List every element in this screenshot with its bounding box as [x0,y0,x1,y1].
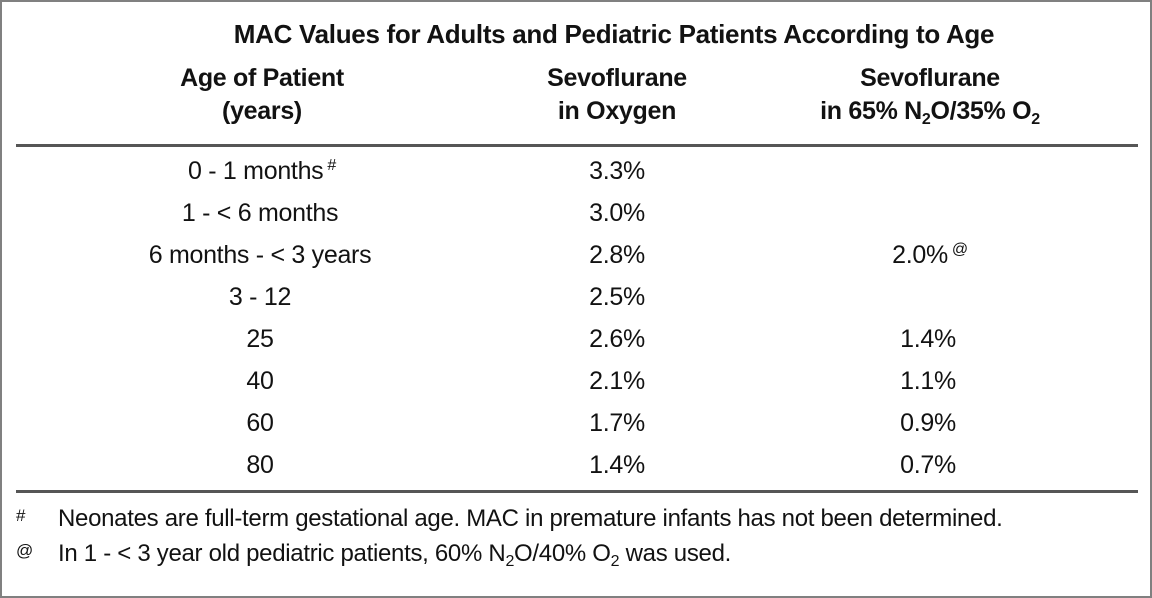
sevo-n2o-cell: 0.7% [900,450,956,479]
table-row: 3 - 12 2.5% [2,276,1150,318]
header-sevo-oxygen-column: Sevoflurane in Oxygen [522,62,712,136]
footnote-marker-hash: # [327,156,336,174]
table-body: 0 - 1 months # 3.3% 1 - < 6 months 3.0% 6… [2,147,1150,486]
age-cell: 80 [246,450,274,479]
age-cell: 60 [246,408,274,437]
table-row: 80 1.4% 0.7% [2,444,1150,486]
age-cell: 0 - 1 months # [188,156,336,185]
sevo-n2o-cell [712,199,1148,228]
subscript-2: 2 [610,553,620,570]
header-age-line2: (years) [222,97,302,125]
header-sevo-n2o-line1: Sevoflurane [860,64,1000,92]
sevo-oxygen-cell: 2.5% [589,282,645,311]
footnote-divider-line [16,490,1138,493]
sevo-n2o-cell: 2.0% @ [892,240,968,269]
table-row: 0 - 1 months # 3.3% [2,150,1150,192]
sevo-n2o-cell: 0.9% [900,408,956,437]
sevo-oxygen-cell: 2.8% [589,240,645,269]
header-sevo-n2o-line2: in 65% N2O/35% O2 [820,97,1040,128]
footnote-hash-marker: # [16,506,26,525]
header-age-line1: Age of Patient [180,64,344,92]
header-sevo-oxygen-line1: Sevoflurane [547,64,687,92]
header-sevo-n2o-column: Sevoflurane in 65% N2O/35% O2 [712,62,1148,136]
sevo-oxygen-cell: 2.6% [589,324,645,353]
header-age-column: Age of Patient (years) [2,62,522,136]
footnote-at: @ In 1 - < 3 year old pediatric patients… [16,536,1136,579]
footnotes-section: # Neonates are full-term gestational age… [2,493,1150,579]
age-cell: 40 [246,366,274,395]
footnote-at-text: In 1 - < 3 year old pediatric patients, … [58,540,731,570]
sevo-n2o-cell: 1.1% [900,366,956,395]
header-divider-line [16,144,1138,147]
sevo-oxygen-cell: 1.7% [589,408,645,437]
sevo-n2o-cell [712,283,1148,312]
footnote-hash-text: Neonates are full-term gestational age. … [58,505,1003,532]
table-row: 1 - < 6 months 3.0% [2,192,1150,234]
subscript-2: 2 [1031,111,1040,128]
sevo-oxygen-cell: 3.0% [589,198,645,227]
sevo-oxygen-cell: 3.3% [589,156,645,185]
sevo-n2o-cell: 1.4% [900,324,956,353]
table-row: 40 2.1% 1.1% [2,360,1150,402]
age-cell: 3 - 12 [228,282,292,311]
age-cell: 1 - < 6 months [181,198,339,227]
sevo-oxygen-cell: 2.1% [589,366,645,395]
footnote-hash: # Neonates are full-term gestational age… [16,501,1136,536]
table-row: 25 2.6% 1.4% [2,318,1150,360]
table-title: MAC Values for Adults and Pediatric Pati… [233,19,995,49]
table-header-row: Age of Patient (years) Sevoflurane in Ox… [2,62,1150,144]
sevo-oxygen-cell: 1.4% [589,450,645,479]
age-cell: 6 months - < 3 years [148,240,372,269]
table-row: 6 months - < 3 years 2.8% 2.0% @ [2,234,1150,276]
header-sevo-oxygen-line2: in Oxygen [557,97,677,125]
subscript-2: 2 [921,111,931,128]
footnote-marker-at: @ [951,240,968,258]
age-cell: 25 [246,324,274,353]
table-row: 60 1.7% 0.9% [2,402,1150,444]
footnote-at-marker: @ [16,541,33,560]
sevo-n2o-cell [712,157,1148,186]
subscript-2: 2 [505,553,515,570]
